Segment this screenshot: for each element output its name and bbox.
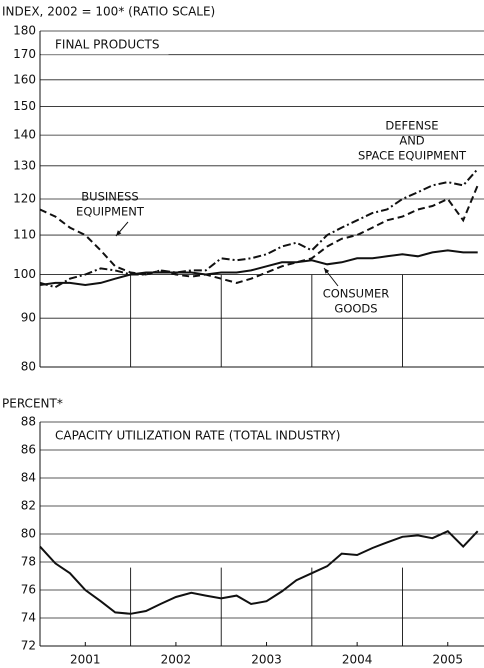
series-line (39, 249, 478, 287)
arrow-head (324, 268, 330, 274)
y-tick-label: 100 (13, 267, 36, 281)
series-annotation: BUSINESS (81, 190, 138, 204)
x-tick-label: 2005 (432, 653, 463, 667)
y-tick-label: 80 (21, 360, 36, 374)
y-tick-label: 78 (21, 555, 36, 569)
series-annotation: DEFENSE (385, 119, 438, 133)
title-backing (41, 425, 350, 446)
series-line (39, 168, 479, 289)
x-tick-label: 2002 (161, 653, 192, 667)
series-line (39, 530, 479, 615)
y-tick-label: 88 (21, 415, 36, 429)
y-tick-label: 80 (21, 527, 36, 541)
arrow-head (116, 230, 122, 236)
title-backing (41, 34, 169, 55)
y-tick-label: 72 (21, 639, 36, 653)
y-tick-label: 120 (13, 192, 36, 206)
panel-title: FINAL PRODUCTS (55, 38, 160, 52)
series-annotation: AND (399, 134, 424, 148)
y-tick-label: 74 (21, 611, 36, 625)
series-annotation: GOODS (334, 302, 377, 316)
series-annotation: CONSUMER (323, 287, 390, 301)
panel-title: CAPACITY UTILIZATION RATE (TOTAL INDUSTR… (55, 429, 340, 443)
y-tick-label: 82 (21, 499, 36, 513)
axis-title: INDEX, 2002 = 100* (RATIO SCALE) (2, 5, 215, 19)
series-annotation: EQUIPMENT (76, 205, 145, 219)
y-tick-label: 76 (21, 583, 36, 597)
y-tick-label: 160 (13, 72, 36, 86)
y-tick-label: 180 (13, 24, 36, 38)
y-tick-label: 150 (13, 99, 36, 113)
axis-title: PERCENT* (2, 397, 63, 411)
y-tick-label: 110 (13, 228, 36, 242)
y-tick-label: 140 (13, 128, 36, 142)
x-tick-label: 2004 (342, 653, 373, 667)
y-tick-label: 84 (21, 471, 36, 485)
y-tick-label: 90 (21, 311, 36, 325)
y-tick-label: 130 (13, 158, 36, 172)
series-annotation: SPACE EQUIPMENT (358, 149, 467, 163)
x-tick-label: 2003 (251, 653, 282, 667)
y-tick-label: 86 (21, 443, 36, 457)
x-tick-label: 2001 (70, 653, 101, 667)
series-line (39, 185, 479, 284)
y-tick-label: 170 (13, 47, 36, 61)
